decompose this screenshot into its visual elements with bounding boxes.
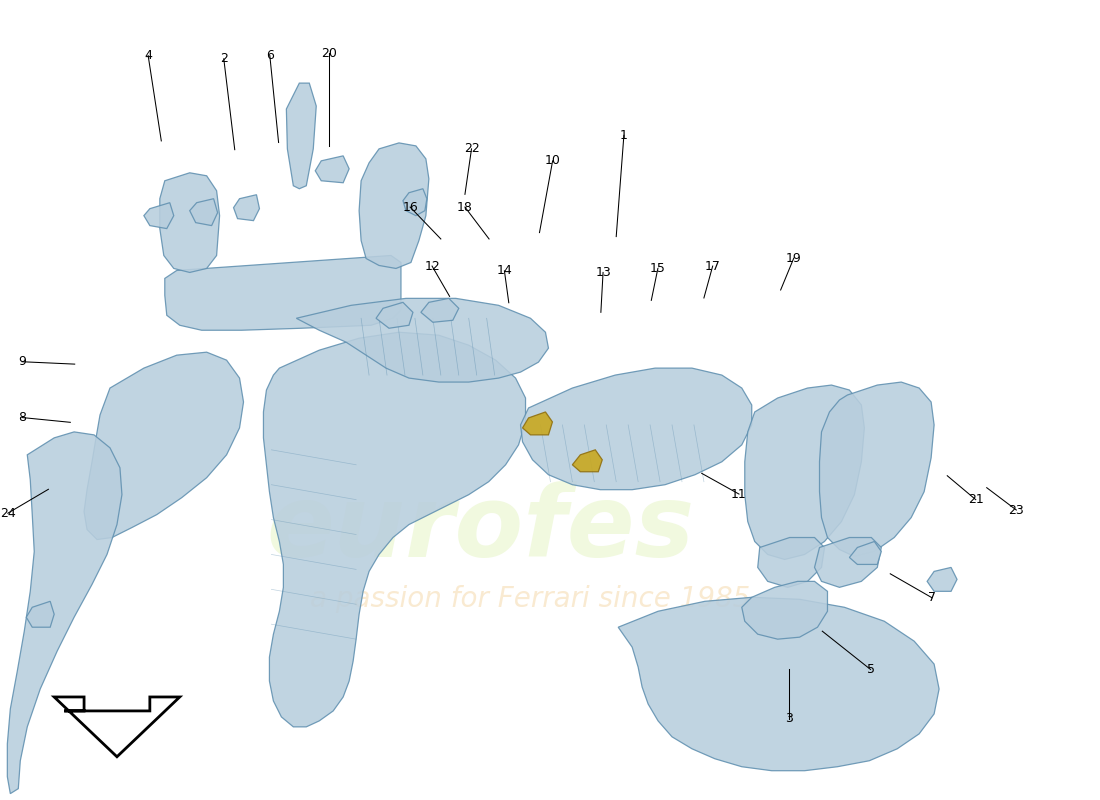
Text: 13: 13: [595, 266, 610, 279]
Polygon shape: [814, 538, 881, 587]
Polygon shape: [8, 432, 122, 794]
Polygon shape: [849, 542, 881, 565]
Polygon shape: [233, 194, 260, 221]
Text: 11: 11: [732, 487, 747, 501]
Text: 7: 7: [928, 591, 936, 604]
Polygon shape: [403, 189, 427, 216]
Polygon shape: [359, 143, 429, 269]
Text: 22: 22: [463, 142, 480, 155]
Polygon shape: [520, 368, 751, 490]
Text: 19: 19: [785, 251, 802, 265]
Polygon shape: [572, 450, 603, 472]
Polygon shape: [758, 538, 825, 587]
Text: 3: 3: [785, 712, 793, 726]
Text: 16: 16: [403, 201, 418, 214]
Text: 18: 18: [456, 201, 473, 214]
Text: 21: 21: [968, 493, 983, 506]
Polygon shape: [296, 298, 549, 382]
Polygon shape: [421, 298, 459, 322]
Polygon shape: [376, 302, 412, 328]
Text: 1: 1: [620, 129, 628, 142]
Polygon shape: [745, 385, 865, 559]
Polygon shape: [618, 598, 939, 770]
Text: 8: 8: [18, 411, 26, 424]
Polygon shape: [820, 382, 934, 557]
Polygon shape: [286, 83, 317, 189]
Polygon shape: [927, 567, 957, 591]
Polygon shape: [26, 602, 54, 627]
Polygon shape: [189, 198, 218, 226]
Polygon shape: [263, 332, 526, 727]
Polygon shape: [316, 156, 349, 182]
Text: 15: 15: [650, 262, 666, 275]
Text: 5: 5: [867, 663, 875, 676]
Text: eurofes: eurofes: [266, 481, 695, 578]
Text: 12: 12: [425, 259, 440, 273]
Polygon shape: [160, 173, 220, 273]
Text: 14: 14: [496, 264, 513, 278]
Text: 4: 4: [144, 49, 152, 62]
Text: 2: 2: [220, 52, 228, 66]
Polygon shape: [741, 582, 827, 639]
Polygon shape: [522, 412, 552, 435]
Text: 10: 10: [544, 154, 561, 167]
Text: 17: 17: [705, 259, 720, 273]
Text: 23: 23: [1009, 503, 1024, 517]
Text: a passion for Ferrari since 1985: a passion for Ferrari since 1985: [310, 586, 750, 614]
Text: 20: 20: [321, 46, 337, 60]
Polygon shape: [144, 202, 174, 229]
Polygon shape: [54, 697, 179, 757]
Text: 24: 24: [0, 506, 15, 520]
Text: 6: 6: [266, 49, 274, 62]
Polygon shape: [84, 352, 243, 539]
Polygon shape: [165, 255, 402, 330]
Text: 9: 9: [18, 355, 26, 368]
